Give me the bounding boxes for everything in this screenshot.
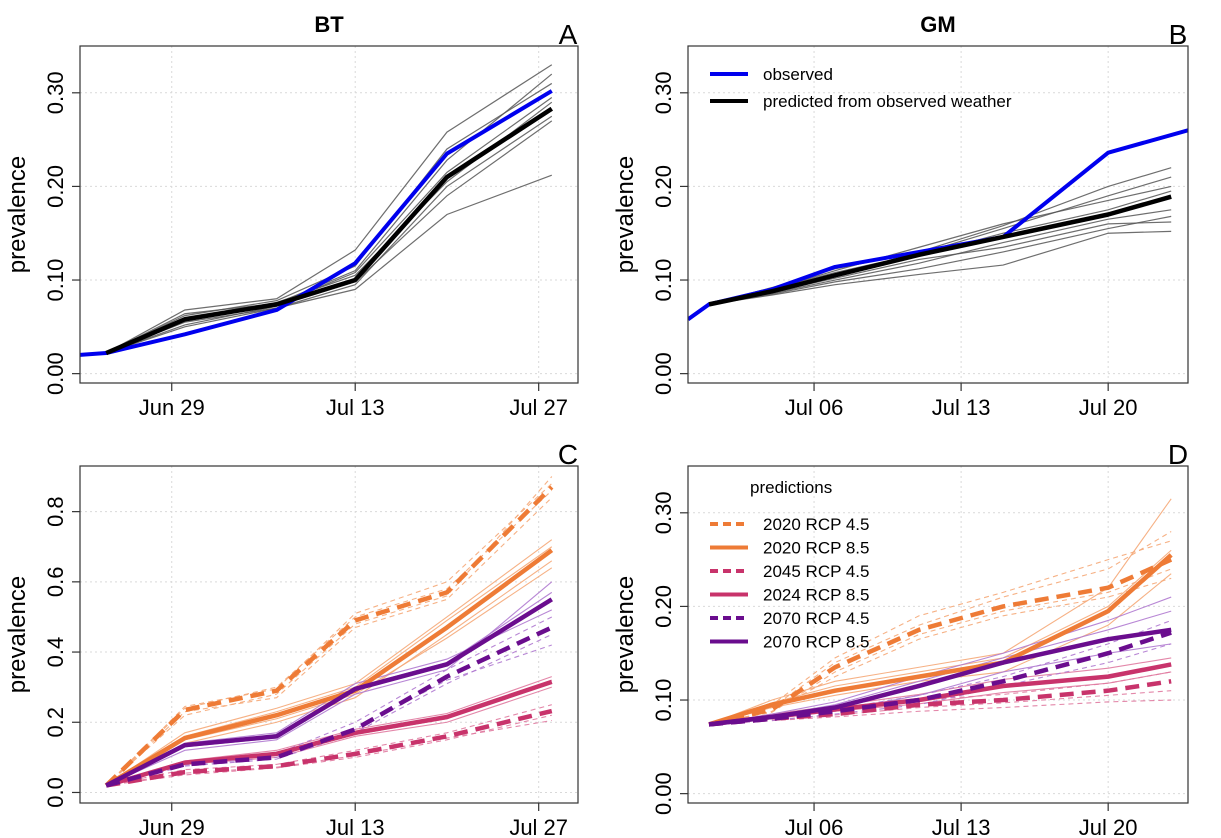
x-tick-label: Jun 29: [139, 815, 205, 838]
legend-entry: predicted from observed weather: [763, 92, 1012, 111]
series-line-2045-rcp-4-5: [708, 679, 1172, 727]
legend-entry: 2070 RCP 4.5: [763, 609, 869, 628]
series-line-2070-rcp-8-5: [708, 627, 1172, 727]
panel-letter: C: [558, 439, 578, 470]
y-tick-label: 0.20: [43, 165, 68, 208]
legend-entry: 2070 RCP 8.5: [763, 633, 869, 652]
ensemble-line: [105, 64, 553, 354]
x-tick-label: Jul 13: [326, 395, 385, 420]
y-axis-label: prevalence: [4, 156, 31, 273]
y-tick-label: 0.10: [651, 259, 676, 302]
y-tick-label: 0.00: [651, 772, 676, 815]
series-line-2045-rcp-4-5: [105, 708, 553, 788]
legend-entry: 2020 RCP 8.5: [763, 539, 869, 558]
panel-d: Jul 06 Jul 13 Jul 20 0.00 0.10 0.20 0.30 preval…: [612, 439, 1189, 838]
x-tick-label: Jul 06: [785, 395, 844, 420]
x-tick-label: Jul 13: [326, 815, 385, 838]
panel-title: BT: [314, 12, 344, 37]
ensemble-line: [106, 120, 553, 354]
legend: observed predicted from observed weather: [710, 65, 1012, 111]
legend: predictions 2020 RCP 4.5 2020 RCP 8.5 2045 …: [710, 478, 869, 652]
plot-area: [104, 476, 554, 788]
series-line-2020-rcp-8-5: [708, 553, 1173, 727]
ensemble-line: [105, 73, 553, 354]
y-axis-label: prevalence: [4, 576, 31, 693]
x-tick-label: Jul 20: [1079, 395, 1138, 420]
panel-title: GM: [920, 12, 955, 37]
ensemble-line: [105, 539, 553, 786]
y-tick-label: 0.00: [43, 352, 68, 395]
y-tick-label: 0.20: [651, 585, 676, 628]
plot-frame: [687, 45, 1189, 384]
plot-area: [708, 498, 1173, 727]
series-line-predicted-from-observed-weather: [708, 194, 1172, 307]
ensemble-line: [708, 215, 1172, 305]
series-line-predicted-from-observed-weather: [105, 106, 554, 356]
ensemble-line: [106, 115, 553, 354]
y-tick-label: 0.20: [651, 165, 676, 208]
y-tick-label: 0.6: [43, 567, 68, 598]
plot-frame: [79, 465, 579, 804]
series-line-2070-rcp-4-5: [708, 630, 1172, 727]
panel-c: Jun 29 Jul 13 Jul 27 0.0 0.2 0.4 0.6 0.8 prevale…: [4, 439, 579, 838]
ensemble-line: [708, 167, 1172, 305]
legend-entry: 2045 RCP 4.5: [763, 562, 869, 581]
legend-entry: observed: [763, 65, 833, 84]
y-tick-label: 0.30: [651, 491, 676, 534]
legend-entry: 2020 RCP 4.5: [763, 515, 869, 534]
series-line-2020-rcp-4-5: [104, 485, 554, 788]
ensemble-line: [106, 714, 552, 786]
plot-frame: [687, 465, 1189, 804]
x-tick-label: Jul 20: [1079, 815, 1138, 838]
ensemble-line: [105, 101, 553, 354]
ensemble-line: [105, 497, 553, 786]
ensemble-line: [708, 577, 1172, 725]
y-tick-label: 0.10: [651, 679, 676, 722]
legend-title: predictions: [750, 478, 832, 497]
panel-a: Jun 29 Jul 13 Jul 27 0.00 0.10 0.20 0.30 preval…: [4, 12, 579, 420]
panel-letter: A: [559, 19, 578, 50]
x-tick-label: Jul 13: [932, 815, 991, 838]
ensemble-line: [105, 96, 553, 354]
x-tick-label: Jul 27: [509, 815, 568, 838]
x-tick-label: Jul 06: [785, 815, 844, 838]
panel-b: Jul 06 Jul 13 Jul 20 0.00 0.10 0.20 0.30 preval…: [612, 12, 1189, 420]
y-tick-label: 0.00: [651, 352, 676, 395]
plot-area: [80, 64, 554, 357]
series-line-2070-rcp-4-5: [105, 625, 553, 788]
series-line-observed: [80, 89, 553, 357]
series-line-2070-rcp-8-5: [105, 597, 553, 788]
legend-entry: 2024 RCP 8.5: [763, 586, 869, 605]
y-axis-label: prevalence: [612, 156, 639, 273]
y-tick-label: 0.0: [43, 777, 68, 808]
x-tick-label: Jun 29: [139, 395, 205, 420]
ensemble-line: [708, 690, 1172, 725]
series-line-2020-rcp-8-5: [105, 548, 554, 788]
y-tick-label: 0.4: [43, 637, 68, 668]
ensemble-line: [105, 82, 553, 354]
x-tick-label: Jul 13: [932, 395, 991, 420]
plot-frame: [79, 45, 579, 384]
ensemble-line: [708, 230, 1172, 305]
panel-letter: D: [1168, 439, 1188, 470]
series-line-2020-rcp-4-5: [708, 557, 1173, 727]
plot-area: [688, 128, 1188, 321]
y-tick-label: 0.30: [43, 71, 68, 114]
y-tick-label: 0.8: [43, 496, 68, 527]
y-tick-label: 0.30: [651, 71, 676, 114]
ensemble-line: [106, 616, 553, 786]
panel-letter: B: [1169, 19, 1188, 50]
ensemble-line: [708, 568, 1172, 725]
x-tick-label: Jul 27: [509, 395, 568, 420]
y-axis-label: prevalence: [612, 576, 639, 693]
y-tick-label: 0.10: [43, 259, 68, 302]
y-tick-label: 0.2: [43, 707, 68, 738]
